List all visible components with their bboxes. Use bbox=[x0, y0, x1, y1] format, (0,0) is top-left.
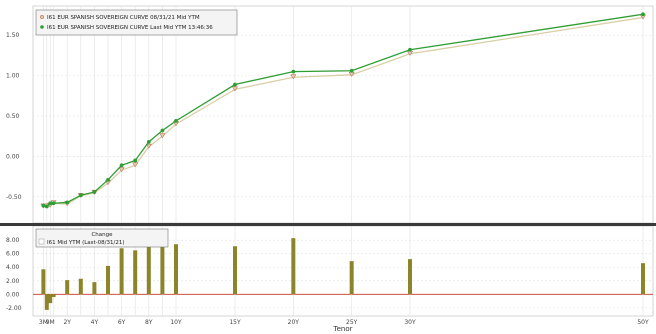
x-tick-label: 10Y bbox=[170, 319, 182, 326]
current-curve-point[interactable] bbox=[106, 177, 110, 182]
current-curve-point[interactable] bbox=[408, 47, 412, 52]
change-bar[interactable] bbox=[41, 269, 46, 295]
main-y-tick-label: -0.50 bbox=[6, 194, 22, 201]
change-bar[interactable] bbox=[65, 280, 70, 295]
current-curve-point[interactable] bbox=[641, 12, 645, 17]
x-axis-title: Tenor bbox=[333, 325, 353, 333]
x-tick-label: 25Y bbox=[346, 319, 358, 326]
x-tick-label: 9M bbox=[46, 319, 55, 326]
current-curve-point[interactable] bbox=[174, 118, 178, 123]
change-bar[interactable] bbox=[133, 250, 138, 295]
current-curve-point[interactable] bbox=[51, 201, 56, 206]
current-curve-point[interactable] bbox=[65, 200, 70, 205]
current-curve-point[interactable] bbox=[233, 82, 237, 87]
change-bar[interactable] bbox=[78, 278, 83, 295]
change-bar[interactable] bbox=[119, 248, 124, 295]
current-curve-point[interactable] bbox=[48, 201, 53, 206]
current-curve-point[interactable] bbox=[78, 193, 83, 198]
prior-curve-point[interactable] bbox=[159, 133, 166, 139]
change-bar[interactable] bbox=[291, 238, 296, 295]
current-curve-point[interactable] bbox=[349, 68, 354, 73]
current-curve-point[interactable] bbox=[291, 69, 296, 74]
change-legend-title: Change bbox=[91, 232, 113, 238]
main-legend: I61 EUR SPANISH SOVEREIGN CURVE 08/31/21… bbox=[35, 9, 238, 36]
change-bar[interactable] bbox=[146, 246, 151, 295]
change-legend-label: I61 Mid YTM (Last-08/31/21) bbox=[47, 240, 125, 246]
main-y-tick-label: 0.50 bbox=[6, 113, 20, 120]
change-legend-swatch bbox=[38, 238, 45, 245]
change-y-tick-label: 2.00 bbox=[6, 278, 20, 285]
change-bar[interactable] bbox=[349, 261, 354, 295]
prior-curve-point[interactable] bbox=[290, 74, 297, 80]
x-tick-label: 30Y bbox=[404, 319, 416, 326]
change-bar[interactable] bbox=[92, 282, 97, 295]
change-y-tick-label: 6.00 bbox=[6, 251, 20, 258]
panel-divider[interactable] bbox=[0, 223, 656, 226]
change-bar[interactable] bbox=[233, 246, 237, 295]
change-y-tick-label: 8.00 bbox=[6, 237, 20, 244]
change-bar[interactable] bbox=[106, 265, 110, 295]
change-bar[interactable] bbox=[51, 294, 56, 298]
main-y-tick-label: 1.50 bbox=[6, 32, 20, 39]
current-curve-point[interactable] bbox=[41, 203, 46, 208]
change-y-tick-label: -2.00 bbox=[6, 305, 22, 312]
change-legend: Change I61 Mid YTM (Last-08/31/21) bbox=[35, 228, 169, 248]
legend-current-label: I61 EUR SPANISH SOVEREIGN CURVE Last Mid… bbox=[47, 25, 213, 31]
change-y-tick-label: 4.00 bbox=[6, 264, 20, 271]
x-tick-label: 6Y bbox=[118, 319, 126, 326]
current-curve-point[interactable] bbox=[146, 139, 151, 144]
main-y-tick-label: 0.00 bbox=[6, 153, 20, 160]
change-y-tick-label: 0.00 bbox=[6, 291, 20, 298]
legend-prior-label: I61 EUR SPANISH SOVEREIGN CURVE 08/31/21… bbox=[47, 15, 200, 21]
legend-current-marker bbox=[40, 25, 44, 29]
x-tick-label: 15Y bbox=[229, 319, 241, 326]
change-bar[interactable] bbox=[160, 245, 165, 295]
change-bar[interactable] bbox=[48, 294, 53, 304]
x-tick-label: 4Y bbox=[91, 319, 99, 326]
change-bar[interactable] bbox=[641, 263, 645, 295]
change-bar[interactable] bbox=[44, 294, 49, 310]
main-y-tick-label: 1.00 bbox=[6, 73, 20, 80]
prior-curve-point[interactable] bbox=[145, 143, 152, 149]
x-tick-label: 50Y bbox=[637, 319, 649, 326]
x-tick-label: 8Y bbox=[145, 319, 153, 326]
current-curve-point[interactable] bbox=[160, 128, 165, 133]
prior-curve-point[interactable] bbox=[231, 86, 239, 92]
legend-prior-marker bbox=[39, 14, 45, 20]
x-tick-label: 3M bbox=[39, 319, 48, 326]
x-tick-label: 20Y bbox=[288, 319, 300, 326]
main-plot-area[interactable] bbox=[32, 5, 654, 224]
prior-curve-point[interactable] bbox=[132, 162, 139, 168]
change-legend-box bbox=[35, 228, 169, 248]
change-bar[interactable] bbox=[174, 244, 178, 295]
current-curve-point[interactable] bbox=[44, 204, 49, 209]
main-legend-box bbox=[35, 9, 238, 36]
prior-curve-point[interactable] bbox=[118, 167, 125, 173]
current-curve-point[interactable] bbox=[119, 163, 124, 168]
change-bar[interactable] bbox=[408, 259, 412, 295]
current-curve-point[interactable] bbox=[133, 158, 138, 163]
current-curve-point[interactable] bbox=[92, 190, 97, 194]
x-tick-label: 2Y bbox=[63, 319, 71, 326]
